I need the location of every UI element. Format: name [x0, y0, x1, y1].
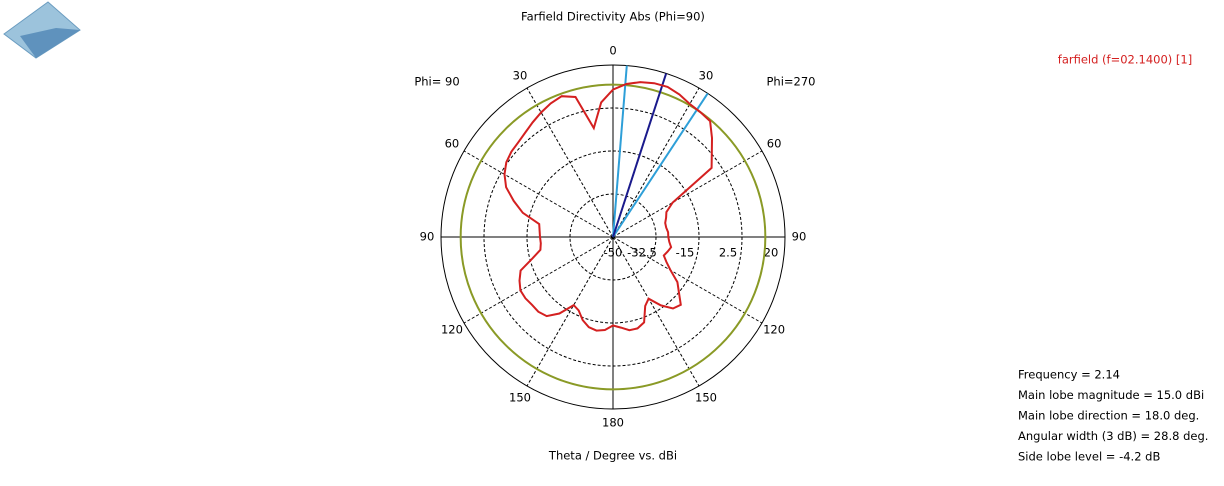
r-tick-label: -32.5 [627, 246, 657, 260]
theta-tick-label: 180 [602, 416, 624, 430]
theta-tick-label: 120 [763, 323, 785, 337]
spoke [612, 87, 700, 238]
axis-label: Theta / Degree vs. dBi [548, 449, 677, 463]
spoke [526, 87, 614, 238]
legend-entry: farfield (f=02.1400) [1] [1058, 53, 1192, 67]
r-tick-label: 20 [764, 246, 779, 260]
theta-tick-label: 60 [445, 137, 460, 151]
r-tick-label: -15 [676, 246, 695, 260]
info-line: Frequency = 2.14 [1018, 368, 1120, 382]
spoke [612, 236, 763, 324]
beam-edge-line [612, 65, 628, 238]
reference-circle [459, 83, 767, 391]
right-label: Phi=270 [766, 75, 815, 89]
chart-title: Farfield Directivity Abs (Phi=90) [521, 10, 705, 24]
theta-tick-label: 90 [420, 230, 435, 244]
info-line: Angular width (3 dB) = 28.8 deg. [1018, 429, 1208, 443]
theta-tick-label: 30 [699, 68, 714, 82]
theta-tick-label: 150 [695, 391, 717, 405]
spoke [463, 236, 614, 324]
r-tick-label: 2.5 [719, 246, 737, 260]
spoke [526, 236, 614, 387]
beam-edge-line [612, 92, 709, 238]
theta-tick-label: 60 [767, 137, 782, 151]
theta-tick-label: 150 [509, 391, 531, 405]
theta-tick-label: 30 [513, 68, 528, 82]
theta-tick-label: 90 [792, 230, 807, 244]
pattern-line [503, 81, 714, 332]
main-lobe-line [612, 73, 668, 238]
spoke [612, 236, 700, 387]
theta-tick-label: 0 [609, 44, 616, 58]
info-line: Main lobe magnitude = 15.0 dBi [1018, 388, 1204, 402]
spoke [463, 150, 614, 238]
theta-tick-label: 120 [441, 323, 463, 337]
logo-shape [20, 28, 80, 58]
info-line: Side lobe level = -4.2 dB [1018, 450, 1160, 464]
left-label: Phi= 90 [414, 75, 459, 89]
logo [3, 1, 81, 59]
info-line: Main lobe direction = 18.0 deg. [1018, 409, 1199, 423]
spoke [612, 150, 763, 238]
